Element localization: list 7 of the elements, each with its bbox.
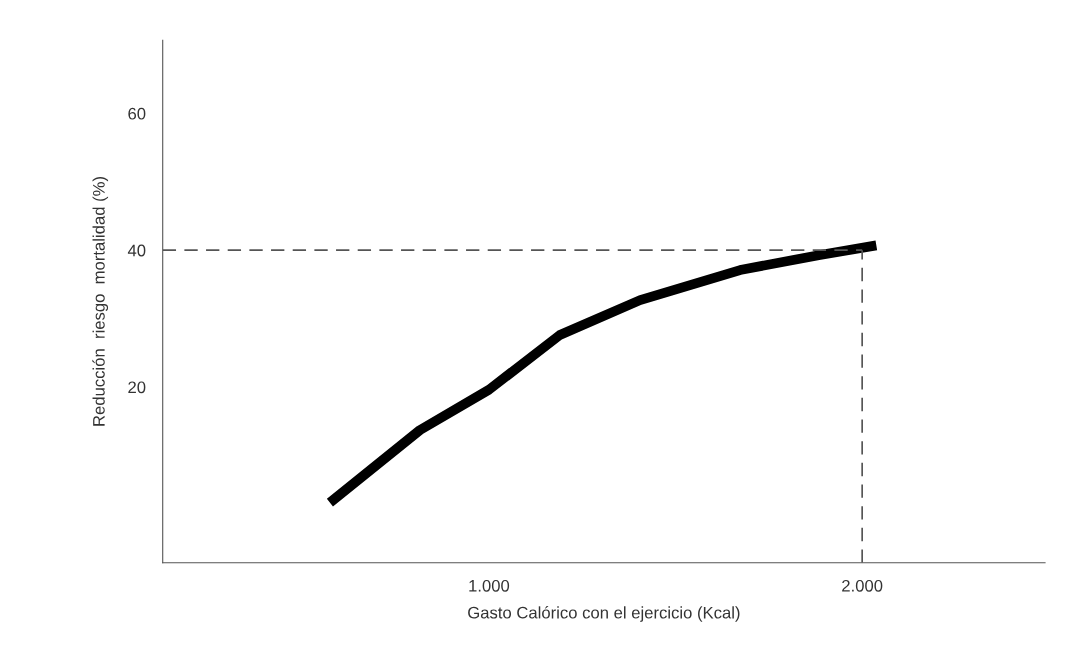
y-tick-label: 20 — [128, 381, 146, 394]
y-axis-title: Reducción riesgo mortalidad (%) — [92, 177, 109, 426]
x-axis-title: Gasto Calórico con el ejercicio (Kcal) — [468, 606, 740, 622]
y-tick-label: 40 — [127, 244, 146, 257]
x-tick-label: 2.000 — [842, 579, 883, 592]
x-tick-label: 1.000 — [469, 579, 510, 592]
y-tick-label: 60 — [128, 107, 146, 120]
